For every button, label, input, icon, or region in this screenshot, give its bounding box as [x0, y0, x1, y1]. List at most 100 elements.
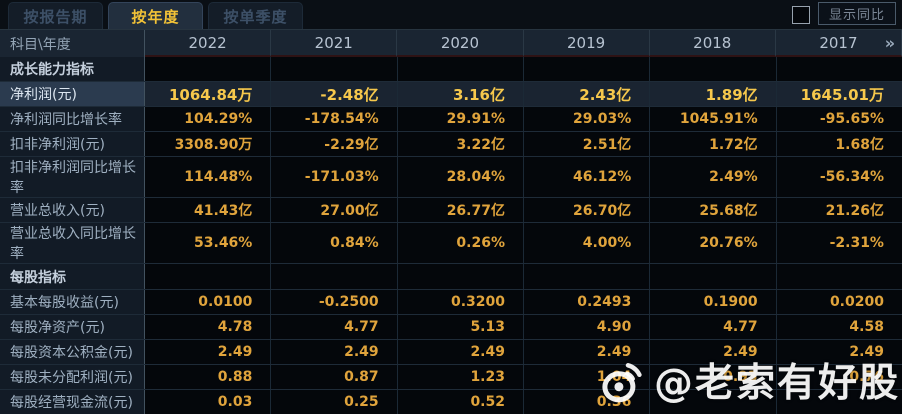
- cell-value: 1.68亿: [776, 132, 902, 157]
- cell-value: [650, 57, 777, 82]
- cell-value: 1.72亿: [650, 132, 777, 157]
- row-label: 扣非净利润(元): [0, 132, 145, 157]
- show-yoy-checkbox[interactable]: [791, 6, 810, 24]
- cell-value: 0.25: [271, 389, 398, 414]
- row-label: 扣非净利润同比增长率: [0, 157, 145, 198]
- cell-value: [145, 57, 272, 82]
- cell-value: 4.77: [271, 314, 398, 339]
- cell-value: 3.22亿: [397, 132, 524, 157]
- cell-value: 0.76: [776, 364, 902, 389]
- cell-value: 2.51亿: [523, 132, 651, 157]
- table-row[interactable]: 净利润同比增长率 104.29% -178.54% 29.91% 29.03% 1045.…: [0, 106, 902, 132]
- row-label: 营业总收入同比增长率: [0, 223, 145, 264]
- cell-value: 4.78: [145, 314, 272, 339]
- table-row[interactable]: 基本每股收益(元) 0.0100 -0.2500 0.3200 0.2493 0.1900…: [0, 288, 902, 314]
- section-row[interactable]: 每股指标: [0, 263, 902, 289]
- table-row[interactable]: 每股资本公积金(元) 2.49 2.49 2.49 2.49 2.49 2.49: [0, 338, 902, 364]
- row-label: 每股净资产(元): [0, 314, 145, 339]
- year-header-2021[interactable]: 2021: [271, 30, 398, 57]
- cell-value: 0.0100: [145, 289, 272, 314]
- year-header-2018[interactable]: 2018: [649, 30, 776, 57]
- table-row[interactable]: 扣非净利润同比增长率 114.48% -171.03% 28.04% 46.12% 2.4…: [0, 156, 902, 198]
- table-row[interactable]: 营业总收入(元) 41.43亿 27.00亿 26.77亿 26.70亿 25.68亿 21…: [0, 197, 902, 223]
- table-row[interactable]: 每股经营现金流(元) 0.03 0.25 0.52 0.36: [0, 388, 902, 414]
- cell-value: [776, 389, 902, 414]
- section-row[interactable]: 成长能力指标: [0, 57, 902, 82]
- cell-value: -2.48亿: [271, 82, 398, 107]
- cell-value: [776, 264, 902, 289]
- year-header-2020[interactable]: 2020: [397, 30, 524, 57]
- tab-report-period[interactable]: 按报告期: [8, 2, 103, 29]
- cell-value: [523, 264, 651, 289]
- cell-value: 21.26亿: [776, 198, 902, 223]
- table-body: 成长能力指标 净利润(元) 1064.84万 -2.48亿 3.16亿 2.43亿 1.89…: [0, 57, 902, 414]
- cell-value: 1.89亿: [650, 82, 777, 107]
- cell-value: -56.34%: [776, 157, 902, 198]
- cell-value: [650, 264, 777, 289]
- cell-value: 1.23: [397, 364, 524, 389]
- cell-value: 0.2493: [523, 289, 651, 314]
- cell-value: [271, 57, 398, 82]
- table-row[interactable]: 净利润(元) 1064.84万 -2.48亿 3.16亿 2.43亿 1.89亿 1645.…: [0, 81, 902, 107]
- cell-value: [523, 57, 651, 82]
- corner-header: 科目\年度: [0, 30, 145, 57]
- cell-value: [650, 389, 777, 414]
- row-label: 每股经营现金流(元): [0, 389, 145, 414]
- cell-value: 114.48%: [145, 157, 272, 198]
- cell-value: 1645.01万: [776, 82, 902, 107]
- more-years-chevron-icon[interactable]: »: [884, 33, 896, 52]
- cell-value: -95.65%: [776, 107, 902, 132]
- tab-single-quarter[interactable]: 按单季度: [208, 2, 303, 29]
- cell-value: 25.68亿: [650, 198, 777, 223]
- cell-value: 3.16亿: [397, 82, 524, 107]
- year-header-2022[interactable]: 2022: [145, 30, 272, 57]
- cell-value: [145, 264, 272, 289]
- cell-value: -0.2500: [271, 289, 398, 314]
- row-label: 成长能力指标: [0, 57, 145, 82]
- cell-value: 1045.91%: [650, 107, 777, 132]
- cell-value: 0.26%: [397, 223, 524, 264]
- cell-value: 2.49: [271, 339, 398, 364]
- cell-value: 4.77: [650, 314, 777, 339]
- cell-value: 0.03: [145, 389, 272, 414]
- cell-value: 26.70亿: [523, 198, 651, 223]
- table-header-row: 科目\年度 2022 2021 2020 2019 2018 2017»: [0, 30, 902, 57]
- year-header-2019[interactable]: 2019: [523, 30, 650, 57]
- cell-value: 4.58: [776, 314, 902, 339]
- cell-value: 0.84%: [271, 223, 398, 264]
- cell-value: 28.04%: [397, 157, 524, 198]
- show-yoy-button[interactable]: 显示同比: [817, 2, 896, 25]
- cell-value: 0.1900: [650, 289, 777, 314]
- row-label: 净利润(元): [0, 82, 145, 107]
- cell-value: -2.29亿: [271, 132, 398, 157]
- table-row[interactable]: 扣非净利润(元) 3308.90万 -2.29亿 3.22亿 2.51亿 1.72亿 1.6…: [0, 131, 902, 157]
- period-tabbar: 按报告期 按年度 按单季度 显示同比: [0, 0, 902, 30]
- cell-value: 41.43亿: [145, 198, 272, 223]
- cell-value: 1.04: [523, 364, 651, 389]
- row-label: 每股未分配利润(元): [0, 364, 145, 389]
- cell-value: 29.03%: [523, 107, 651, 132]
- row-label: 净利润同比增长率: [0, 107, 145, 132]
- cell-value: [271, 264, 398, 289]
- cell-value: 53.46%: [145, 223, 272, 264]
- cell-value: 2.49: [397, 339, 524, 364]
- cell-value: 5.13: [397, 314, 524, 339]
- cell-value: 26.77亿: [397, 198, 524, 223]
- table-row[interactable]: 营业总收入同比增长率 53.46% 0.84% 0.26% 4.00% 20.76% -2.…: [0, 222, 902, 264]
- cell-value: [776, 57, 902, 82]
- cell-value: 20.76%: [650, 223, 777, 264]
- table-row[interactable]: 每股净资产(元) 4.78 4.77 5.13 4.90 4.77 4.58: [0, 313, 902, 339]
- cell-value: 0.88: [145, 364, 272, 389]
- cell-value: 0.36: [523, 389, 651, 414]
- cell-value: 0.93: [650, 364, 777, 389]
- indicator-table: 科目\年度 2022 2021 2020 2019 2018 2017» 成长能…: [0, 30, 902, 414]
- cell-value: 1064.84万: [145, 82, 272, 107]
- row-label: 每股资本公积金(元): [0, 339, 145, 364]
- cell-value: [397, 57, 524, 82]
- year-header-2017[interactable]: 2017»: [775, 30, 902, 57]
- cell-value: 2.49%: [650, 157, 777, 198]
- cell-value: 2.49: [145, 339, 272, 364]
- tab-by-year[interactable]: 按年度: [108, 2, 203, 29]
- table-row[interactable]: 每股未分配利润(元) 0.88 0.87 1.23 1.04 0.93 0.76: [0, 363, 902, 389]
